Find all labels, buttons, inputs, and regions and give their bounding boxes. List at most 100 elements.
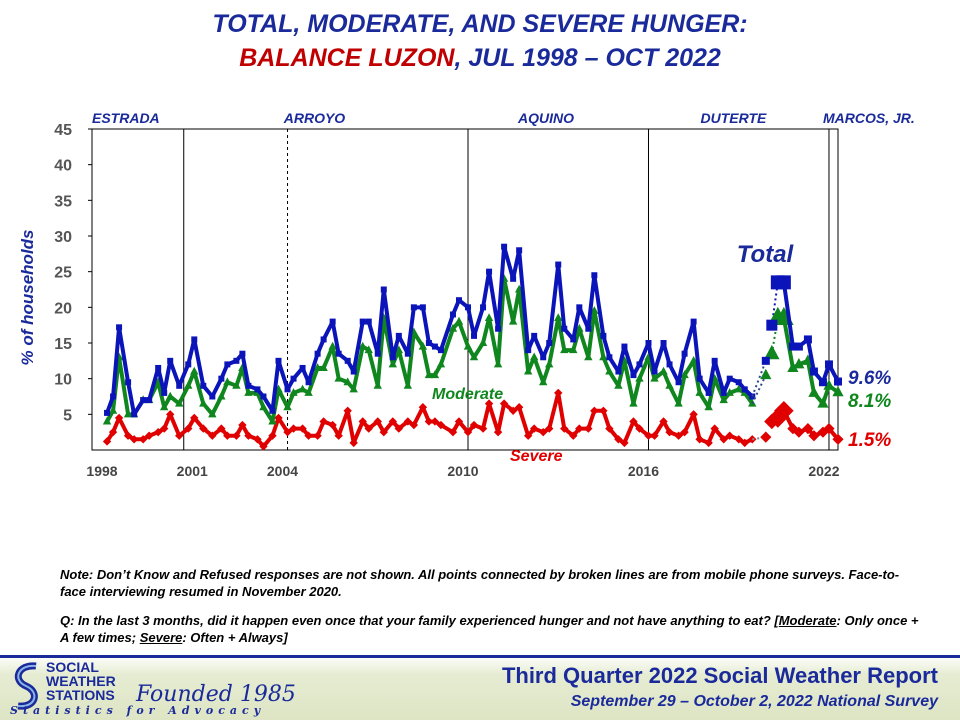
moderate-phone-point (760, 368, 772, 380)
moderate-point (304, 388, 313, 396)
moderate-point (575, 323, 584, 332)
severe-point (244, 431, 253, 440)
moderate-point (159, 402, 169, 411)
severe-point (650, 431, 659, 440)
total-line (105, 244, 754, 417)
moderate-def-label: Moderate (778, 613, 837, 628)
x-tick-label: 2001 (177, 463, 208, 479)
severe-point (590, 406, 599, 415)
severe-point (373, 417, 382, 426)
total-point (651, 368, 658, 375)
moderate-point (418, 341, 428, 350)
moderate-point (454, 316, 464, 325)
moderate-point (289, 388, 298, 396)
logo-line2: WEATHER (46, 673, 116, 689)
severe-point (208, 431, 217, 440)
moderate-point (689, 356, 698, 364)
total-point (465, 304, 472, 311)
severe-point (138, 435, 148, 444)
severe-recent-point (774, 400, 794, 421)
moderate-point (184, 381, 193, 389)
moderate-recent-point (787, 361, 799, 372)
moderate-point (208, 409, 217, 418)
moderate-point (223, 377, 232, 386)
severe-point (665, 427, 674, 437)
severe-point (644, 431, 653, 440)
y-tick-label: 20 (54, 300, 72, 317)
total-point (131, 411, 138, 418)
severe-point (659, 417, 668, 426)
total-point (720, 389, 727, 396)
total-point (269, 407, 276, 414)
administration-label: ARROYO (283, 110, 346, 126)
report-title: Third Quarter 2022 Social Weather Report (501, 663, 938, 688)
severe-point (635, 424, 644, 433)
severe-point (424, 417, 434, 426)
total-recent-point (776, 275, 791, 290)
moderate-end-value: 8.1% (848, 391, 891, 412)
moderate-point (328, 341, 337, 350)
total-point (675, 379, 682, 386)
severe-point (569, 431, 578, 440)
moderate-point (388, 359, 398, 368)
total-point (290, 375, 297, 382)
total-point (741, 386, 748, 393)
total-point (726, 375, 733, 382)
x-tick-label: 2016 (628, 463, 659, 479)
severe-point (620, 438, 629, 448)
total-point (455, 297, 462, 304)
moderate-point (704, 402, 713, 411)
severe-recent-point (787, 423, 799, 435)
total-point (437, 347, 444, 354)
total-recent-point (803, 335, 812, 344)
moderate-point (469, 352, 479, 361)
total-point (167, 357, 174, 364)
severe-recent-point (823, 423, 835, 435)
severe-point (454, 417, 464, 426)
severe-point (298, 424, 307, 433)
severe-point (184, 424, 193, 433)
total-phone-point (761, 356, 770, 365)
severe-recent-point (793, 426, 805, 438)
total-point (389, 354, 396, 361)
moderate-point (523, 366, 533, 375)
date-range-label: , JUL 1998 – OCT 2022 (454, 44, 721, 72)
total-point (555, 261, 562, 268)
total-point (576, 304, 583, 311)
severe-point (108, 427, 118, 437)
total-point (155, 364, 162, 371)
total-point (525, 347, 532, 354)
region-label: BALANCE LUZON (239, 44, 455, 72)
severe-point (499, 399, 509, 408)
moderate-point (349, 384, 358, 393)
severe-point (448, 427, 458, 437)
total-point (275, 357, 282, 364)
total-point (254, 386, 261, 393)
severe-point (259, 442, 268, 451)
severe-point (463, 427, 473, 437)
moderate-point (584, 352, 593, 361)
total-point (239, 350, 246, 357)
moderate-point (430, 370, 440, 379)
moderate-point (635, 373, 644, 382)
total-point (606, 354, 613, 361)
moderate-recent-point (793, 358, 805, 369)
severe-point (358, 417, 367, 426)
total-point (374, 350, 381, 357)
severe-point (409, 420, 419, 430)
moderate-point (373, 381, 382, 389)
severe-point (529, 424, 539, 433)
total-point (471, 332, 478, 339)
x-tick-label: 2004 (267, 463, 298, 479)
total-point (140, 397, 147, 404)
severe-point (379, 427, 388, 437)
moderate-point (665, 381, 674, 389)
total-point (359, 318, 366, 325)
moderate-point (232, 381, 241, 389)
severe-point (343, 406, 352, 415)
y-tick-label: 30 (54, 229, 72, 246)
moderate-point (199, 398, 208, 407)
moderate-point (102, 416, 112, 425)
y-tick-label: 10 (54, 372, 72, 389)
total-point (585, 325, 592, 332)
